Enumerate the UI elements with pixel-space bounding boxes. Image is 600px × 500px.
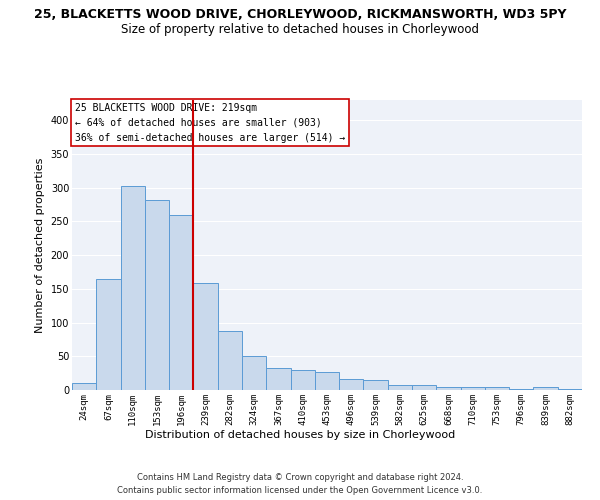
Bar [339,379,364,390]
Bar [266,368,290,390]
Text: Contains public sector information licensed under the Open Government Licence v3: Contains public sector information licen… [118,486,482,495]
Bar [121,186,145,390]
Text: Size of property relative to detached houses in Chorleywood: Size of property relative to detached ho… [121,22,479,36]
Bar [436,386,461,390]
Bar [218,330,242,390]
Text: Distribution of detached houses by size in Chorleywood: Distribution of detached houses by size … [145,430,455,440]
Bar [315,372,339,390]
Bar [364,380,388,390]
Text: Contains HM Land Registry data © Crown copyright and database right 2024.: Contains HM Land Registry data © Crown c… [137,472,463,482]
Bar [290,370,315,390]
Bar [72,384,96,390]
Y-axis label: Number of detached properties: Number of detached properties [35,158,45,332]
Bar [412,386,436,390]
Bar [169,216,193,390]
Bar [193,283,218,390]
Bar [461,388,485,390]
Bar [242,356,266,390]
Bar [558,388,582,390]
Bar [509,388,533,390]
Bar [388,384,412,390]
Bar [533,388,558,390]
Bar [96,278,121,390]
Bar [485,388,509,390]
Text: 25 BLACKETTS WOOD DRIVE: 219sqm
← 64% of detached houses are smaller (903)
36% o: 25 BLACKETTS WOOD DRIVE: 219sqm ← 64% of… [74,103,345,142]
Bar [145,200,169,390]
Text: 25, BLACKETTS WOOD DRIVE, CHORLEYWOOD, RICKMANSWORTH, WD3 5PY: 25, BLACKETTS WOOD DRIVE, CHORLEYWOOD, R… [34,8,566,20]
